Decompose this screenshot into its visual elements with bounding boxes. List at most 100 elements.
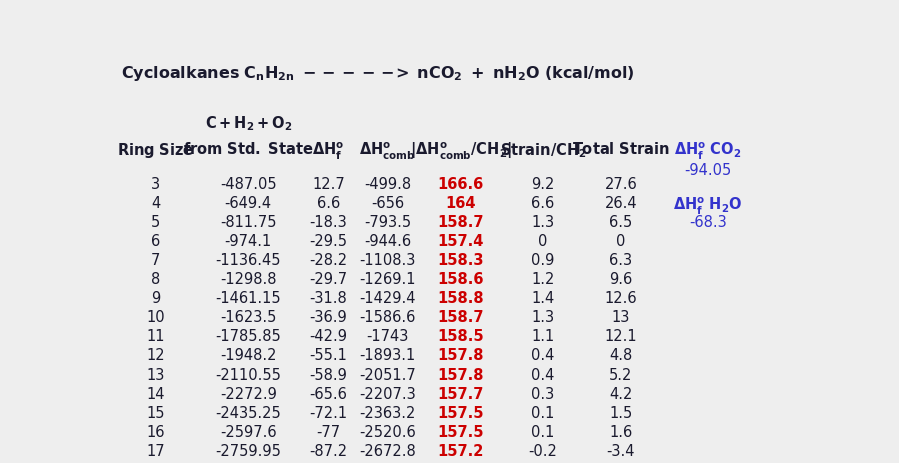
Text: 157.2: 157.2 [438, 444, 484, 459]
Text: -42.9: -42.9 [309, 329, 347, 344]
Text: 157.8: 157.8 [438, 368, 484, 382]
Text: -58.9: -58.9 [309, 368, 347, 382]
Text: 1.2: 1.2 [531, 272, 555, 287]
Text: 0.4: 0.4 [531, 368, 555, 382]
Text: -18.3: -18.3 [309, 215, 347, 230]
Text: 9: 9 [151, 291, 160, 306]
Text: 12.1: 12.1 [605, 329, 637, 344]
Text: -2672.8: -2672.8 [360, 444, 416, 459]
Text: -36.9: -36.9 [309, 310, 347, 325]
Text: 13: 13 [612, 310, 630, 325]
Text: 0: 0 [617, 234, 626, 249]
Text: 6.5: 6.5 [610, 215, 633, 230]
Text: 15: 15 [147, 406, 165, 421]
Text: 5: 5 [151, 215, 160, 230]
Text: -55.1: -55.1 [309, 349, 347, 363]
Text: 4: 4 [151, 196, 160, 211]
Text: -1623.5: -1623.5 [220, 310, 276, 325]
Text: 0.4: 0.4 [531, 349, 555, 363]
Text: 12.6: 12.6 [605, 291, 637, 306]
Text: -0.2: -0.2 [529, 444, 557, 459]
Text: 158.8: 158.8 [438, 291, 484, 306]
Text: 3: 3 [151, 177, 160, 192]
Text: 7: 7 [151, 253, 160, 268]
Text: $\mathbf{\Delta H_{comb}^o}$: $\mathbf{\Delta H_{comb}^o}$ [360, 141, 415, 162]
Text: 1.3: 1.3 [531, 215, 555, 230]
Text: -811.75: -811.75 [220, 215, 277, 230]
Text: -3.4: -3.4 [607, 444, 636, 459]
Text: -2272.9: -2272.9 [219, 387, 277, 401]
Text: 26.4: 26.4 [605, 196, 637, 211]
Text: -2363.2: -2363.2 [360, 406, 415, 421]
Text: -793.5: -793.5 [364, 215, 411, 230]
Text: -1893.1: -1893.1 [360, 349, 415, 363]
Text: -2051.7: -2051.7 [360, 368, 416, 382]
Text: 6.6: 6.6 [316, 196, 340, 211]
Text: 11: 11 [147, 329, 165, 344]
Text: -28.2: -28.2 [309, 253, 347, 268]
Text: 0: 0 [539, 234, 547, 249]
Text: -1269.1: -1269.1 [360, 272, 416, 287]
Text: 0.3: 0.3 [531, 387, 555, 401]
Text: 12: 12 [147, 349, 165, 363]
Text: -1429.4: -1429.4 [360, 291, 416, 306]
Text: 157.5: 157.5 [438, 425, 484, 440]
Text: 6.6: 6.6 [531, 196, 555, 211]
Text: 4.8: 4.8 [610, 349, 633, 363]
Text: 166.6: 166.6 [438, 177, 484, 192]
Text: 157.8: 157.8 [438, 349, 484, 363]
Text: -72.1: -72.1 [309, 406, 347, 421]
Text: -94.05: -94.05 [684, 163, 732, 177]
Text: 0.1: 0.1 [531, 406, 555, 421]
Text: 164: 164 [446, 196, 476, 211]
Text: $\mathbf{from\ Std.\ State}$: $\mathbf{from\ Std.\ State}$ [183, 141, 314, 157]
Text: -2207.3: -2207.3 [360, 387, 416, 401]
Text: -1785.85: -1785.85 [216, 329, 281, 344]
Text: 157.5: 157.5 [438, 406, 484, 421]
Text: 6.3: 6.3 [610, 253, 633, 268]
Text: -1461.15: -1461.15 [216, 291, 281, 306]
Text: 13: 13 [147, 368, 165, 382]
Text: $\mathbf{Total\ Strain}$: $\mathbf{Total\ Strain}$ [572, 141, 670, 157]
Text: -1743: -1743 [367, 329, 409, 344]
Text: 16: 16 [147, 425, 165, 440]
Text: 0.1: 0.1 [531, 425, 555, 440]
Text: $\mathbf{|\Delta H_{comb}^o/CH_2|}$: $\mathbf{|\Delta H_{comb}^o/CH_2|}$ [410, 141, 512, 162]
Text: 158.5: 158.5 [438, 329, 484, 344]
Text: 4.2: 4.2 [610, 387, 633, 401]
Text: -2597.6: -2597.6 [220, 425, 277, 440]
Text: 157.4: 157.4 [438, 234, 484, 249]
Text: -487.05: -487.05 [220, 177, 277, 192]
Text: -656: -656 [371, 196, 405, 211]
Text: -2435.25: -2435.25 [216, 406, 281, 421]
Text: 9.2: 9.2 [531, 177, 555, 192]
Text: 1.6: 1.6 [610, 425, 633, 440]
Text: -974.1: -974.1 [225, 234, 271, 249]
Text: 12.7: 12.7 [312, 177, 344, 192]
Text: 0.9: 0.9 [531, 253, 555, 268]
Text: 17: 17 [147, 444, 165, 459]
Text: -944.6: -944.6 [364, 234, 411, 249]
Text: -499.8: -499.8 [364, 177, 411, 192]
Text: $\mathbf{\Delta H_f^o\ H_2O}$: $\mathbf{\Delta H_f^o\ H_2O}$ [673, 196, 743, 217]
Text: 158.7: 158.7 [438, 310, 484, 325]
Text: -2520.6: -2520.6 [360, 425, 416, 440]
Text: -29.5: -29.5 [309, 234, 347, 249]
Text: $\mathbf{Ring\ Size}$: $\mathbf{Ring\ Size}$ [117, 141, 194, 160]
Text: -1298.8: -1298.8 [220, 272, 277, 287]
Text: 9.6: 9.6 [610, 272, 633, 287]
Text: 5.2: 5.2 [610, 368, 633, 382]
Text: 8: 8 [151, 272, 160, 287]
Text: 158.7: 158.7 [438, 215, 484, 230]
Text: -65.6: -65.6 [309, 387, 347, 401]
Text: 1.4: 1.4 [531, 291, 555, 306]
Text: -2110.55: -2110.55 [215, 368, 281, 382]
Text: -29.7: -29.7 [309, 272, 347, 287]
Text: 1.3: 1.3 [531, 310, 555, 325]
Text: 27.6: 27.6 [605, 177, 637, 192]
Text: -1948.2: -1948.2 [220, 349, 277, 363]
Text: 1.5: 1.5 [610, 406, 633, 421]
Text: $\mathbf{Strain/CH_2}$: $\mathbf{Strain/CH_2}$ [500, 141, 586, 160]
Text: -87.2: -87.2 [309, 444, 347, 459]
Text: -1586.6: -1586.6 [360, 310, 415, 325]
